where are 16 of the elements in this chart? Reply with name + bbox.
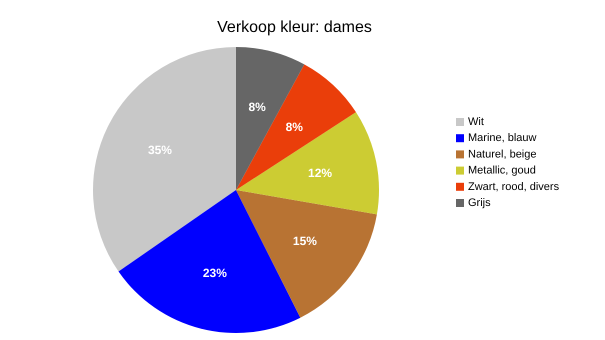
pie-slice xyxy=(236,47,304,190)
data-label: 12% xyxy=(308,166,332,180)
data-label: 23% xyxy=(202,266,228,280)
legend-label: Metallic, goud xyxy=(468,164,536,177)
chart-title: Verkoop kleur: dames xyxy=(217,19,372,36)
legend-label: Wit xyxy=(468,116,484,128)
pie-slice xyxy=(236,64,356,190)
legend-label: Marine, blauw xyxy=(468,132,537,144)
pie-slice xyxy=(236,190,377,318)
legend-label: Naturel, beige xyxy=(468,148,536,160)
data-label: 15% xyxy=(292,234,318,248)
data-label: 8% xyxy=(248,100,266,114)
pie-slice xyxy=(236,112,379,214)
legend-label: Zwart, rood, divers xyxy=(468,180,560,193)
data-label: 8% xyxy=(286,120,304,134)
legend-label: Grijs xyxy=(468,197,492,209)
